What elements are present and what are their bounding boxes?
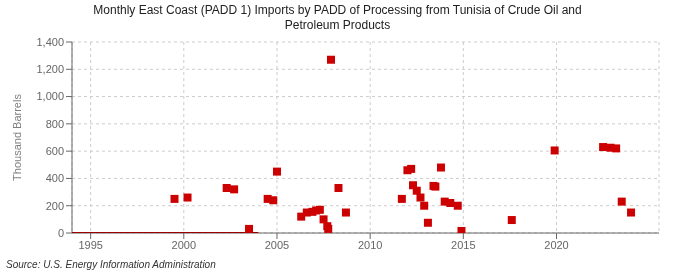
svg-text:1,000: 1,000 [36, 90, 64, 102]
svg-text:1,400: 1,400 [36, 36, 64, 48]
svg-text:1,200: 1,200 [36, 63, 64, 75]
svg-text:800: 800 [46, 118, 64, 130]
html-text:Petroleum Products: Petroleum Products [284, 18, 391, 32]
svg-text:2000: 2000 [172, 239, 196, 251]
svg-text:2010: 2010 [358, 239, 382, 251]
svg-text:200: 200 [46, 200, 64, 212]
html-text:Monthly East Coast (PADD 1) Im: Monthly East Coast (PADD 1) Imports by P… [93, 3, 582, 17]
svg-text:2015: 2015 [451, 239, 475, 251]
svg-text:400: 400 [46, 172, 64, 184]
svg-text:2020: 2020 [544, 239, 568, 251]
svg-text:2005: 2005 [265, 239, 289, 251]
svg-text:0: 0 [58, 227, 64, 239]
svg-text:1995: 1995 [78, 239, 102, 251]
svg-text:Thousand Barrels: Thousand Barrels [11, 94, 23, 181]
html-text:Source: U.S. Energy Informatio: Source: U.S. Energy Information Administ… [6, 259, 216, 270]
svg-text:600: 600 [46, 145, 64, 157]
